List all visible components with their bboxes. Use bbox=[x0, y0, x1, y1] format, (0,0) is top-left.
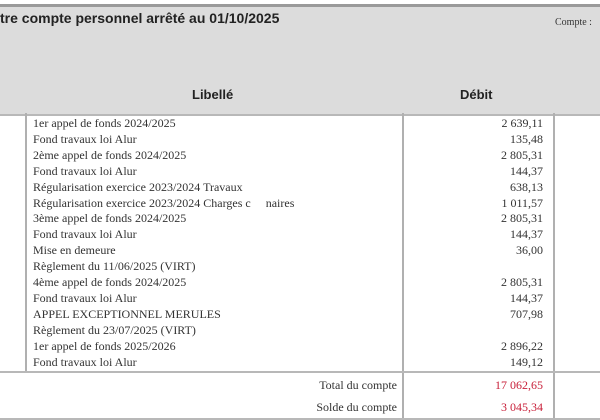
row-debit: 2 639,11 bbox=[501, 116, 543, 130]
row-debit: 144,37 bbox=[510, 227, 543, 242]
table-row: Règlement du 11/06/2025 (VIRT) bbox=[0, 258, 600, 274]
column-divider bbox=[402, 113, 404, 420]
row-debit: 2 805,31 bbox=[501, 147, 543, 162]
row-debit: 2 896,22 bbox=[501, 338, 543, 353]
row-libelle: Régularisation exercice 2023/2024 Charge… bbox=[33, 195, 295, 210]
row-debit: 2 805,31 bbox=[501, 211, 543, 226]
row-libelle: Fond travaux loi Alur bbox=[33, 290, 137, 305]
column-header-libelle: Libellé bbox=[192, 87, 234, 102]
total-label: Total du compte bbox=[319, 378, 397, 392]
row-libelle: APPEL EXCEPTIONNEL MERULES bbox=[33, 306, 221, 321]
bottom-divider bbox=[0, 418, 600, 420]
row-libelle: 2ème appel de fonds 2024/2025 bbox=[33, 147, 187, 162]
row-debit: 707,98 bbox=[510, 306, 543, 321]
column-header-debit: Débit bbox=[460, 87, 493, 102]
account-label: Compte : bbox=[555, 17, 592, 28]
table-row: Régularisation exercice 2023/2024 Charge… bbox=[0, 195, 600, 211]
total-row: Total du compte 17 062,65 bbox=[0, 375, 600, 395]
table-row: Fond travaux loi Alur 144,37 bbox=[0, 290, 600, 306]
page-title: tre compte personnel arrêté au 01/10/202… bbox=[0, 10, 280, 26]
row-libelle: Mise en demeure bbox=[33, 243, 116, 258]
table-row: APPEL EXCEPTIONNEL MERULES 707,98 bbox=[0, 306, 600, 322]
table-row: 2ème appel de fonds 2024/2025 2 805,31 bbox=[0, 147, 600, 163]
balance-row: Solde du compte 3 045,34 bbox=[0, 397, 600, 417]
total-value: 17 062,65 bbox=[495, 378, 543, 392]
table-row: Mise en demeure 36,00 bbox=[0, 242, 600, 258]
table-row: Fond travaux loi Alur 149,12 bbox=[0, 354, 600, 370]
row-libelle: 1er appel de fonds 2025/2026 bbox=[33, 338, 176, 353]
row-libelle: Règlement du 23/07/2025 (VIRT) bbox=[33, 322, 196, 337]
row-debit: 36,00 bbox=[516, 243, 543, 258]
row-debit: 638,13 bbox=[510, 179, 543, 194]
table-row: 1er appel de fonds 2025/2026 2 896,22 bbox=[0, 338, 600, 354]
table-row: Fond travaux loi Alur 144,37 bbox=[0, 163, 600, 179]
row-libelle: Fond travaux loi Alur bbox=[33, 131, 137, 146]
totals-divider bbox=[0, 371, 600, 373]
table-row: Règlement du 23/07/2025 (VIRT) bbox=[0, 322, 600, 338]
row-debit: 135,48 bbox=[510, 131, 543, 146]
row-debit: 1 011,57 bbox=[501, 195, 543, 210]
row-debit: 144,37 bbox=[510, 290, 543, 305]
table-row: Fond travaux loi Alur 135,48 bbox=[0, 131, 600, 147]
column-divider bbox=[553, 113, 555, 420]
table-row: 1er appel de fonds 2024/2025 2 639,11 bbox=[0, 115, 600, 131]
row-libelle: Régularisation exercice 2023/2024 Travau… bbox=[33, 179, 243, 194]
column-divider bbox=[25, 113, 27, 372]
row-libelle: 1er appel de fonds 2024/2025 bbox=[33, 116, 176, 130]
row-debit: 144,37 bbox=[510, 163, 543, 178]
row-libelle: Fond travaux loi Alur bbox=[33, 163, 137, 178]
row-libelle: Règlement du 11/06/2025 (VIRT) bbox=[33, 259, 196, 274]
balance-label: Solde du compte bbox=[316, 400, 397, 414]
table-row: 4ème appel de fonds 2024/2025 2 805,31 bbox=[0, 274, 600, 290]
row-debit: 149,12 bbox=[510, 354, 543, 369]
balance-value: 3 045,34 bbox=[501, 400, 543, 414]
table-row: Fond travaux loi Alur 144,37 bbox=[0, 226, 600, 242]
row-libelle: Fond travaux loi Alur bbox=[33, 354, 137, 369]
table-row: 3ème appel de fonds 2024/2025 2 805,31 bbox=[0, 210, 600, 226]
row-libelle: Fond travaux loi Alur bbox=[33, 227, 137, 242]
row-debit: 2 805,31 bbox=[501, 275, 543, 289]
statement-header: tre compte personnel arrêté au 01/10/202… bbox=[0, 4, 600, 116]
table-row: Régularisation exercice 2023/2024 Travau… bbox=[0, 179, 600, 195]
row-libelle: 3ème appel de fonds 2024/2025 bbox=[33, 211, 187, 226]
row-libelle: 4ème appel de fonds 2024/2025 bbox=[33, 275, 187, 289]
